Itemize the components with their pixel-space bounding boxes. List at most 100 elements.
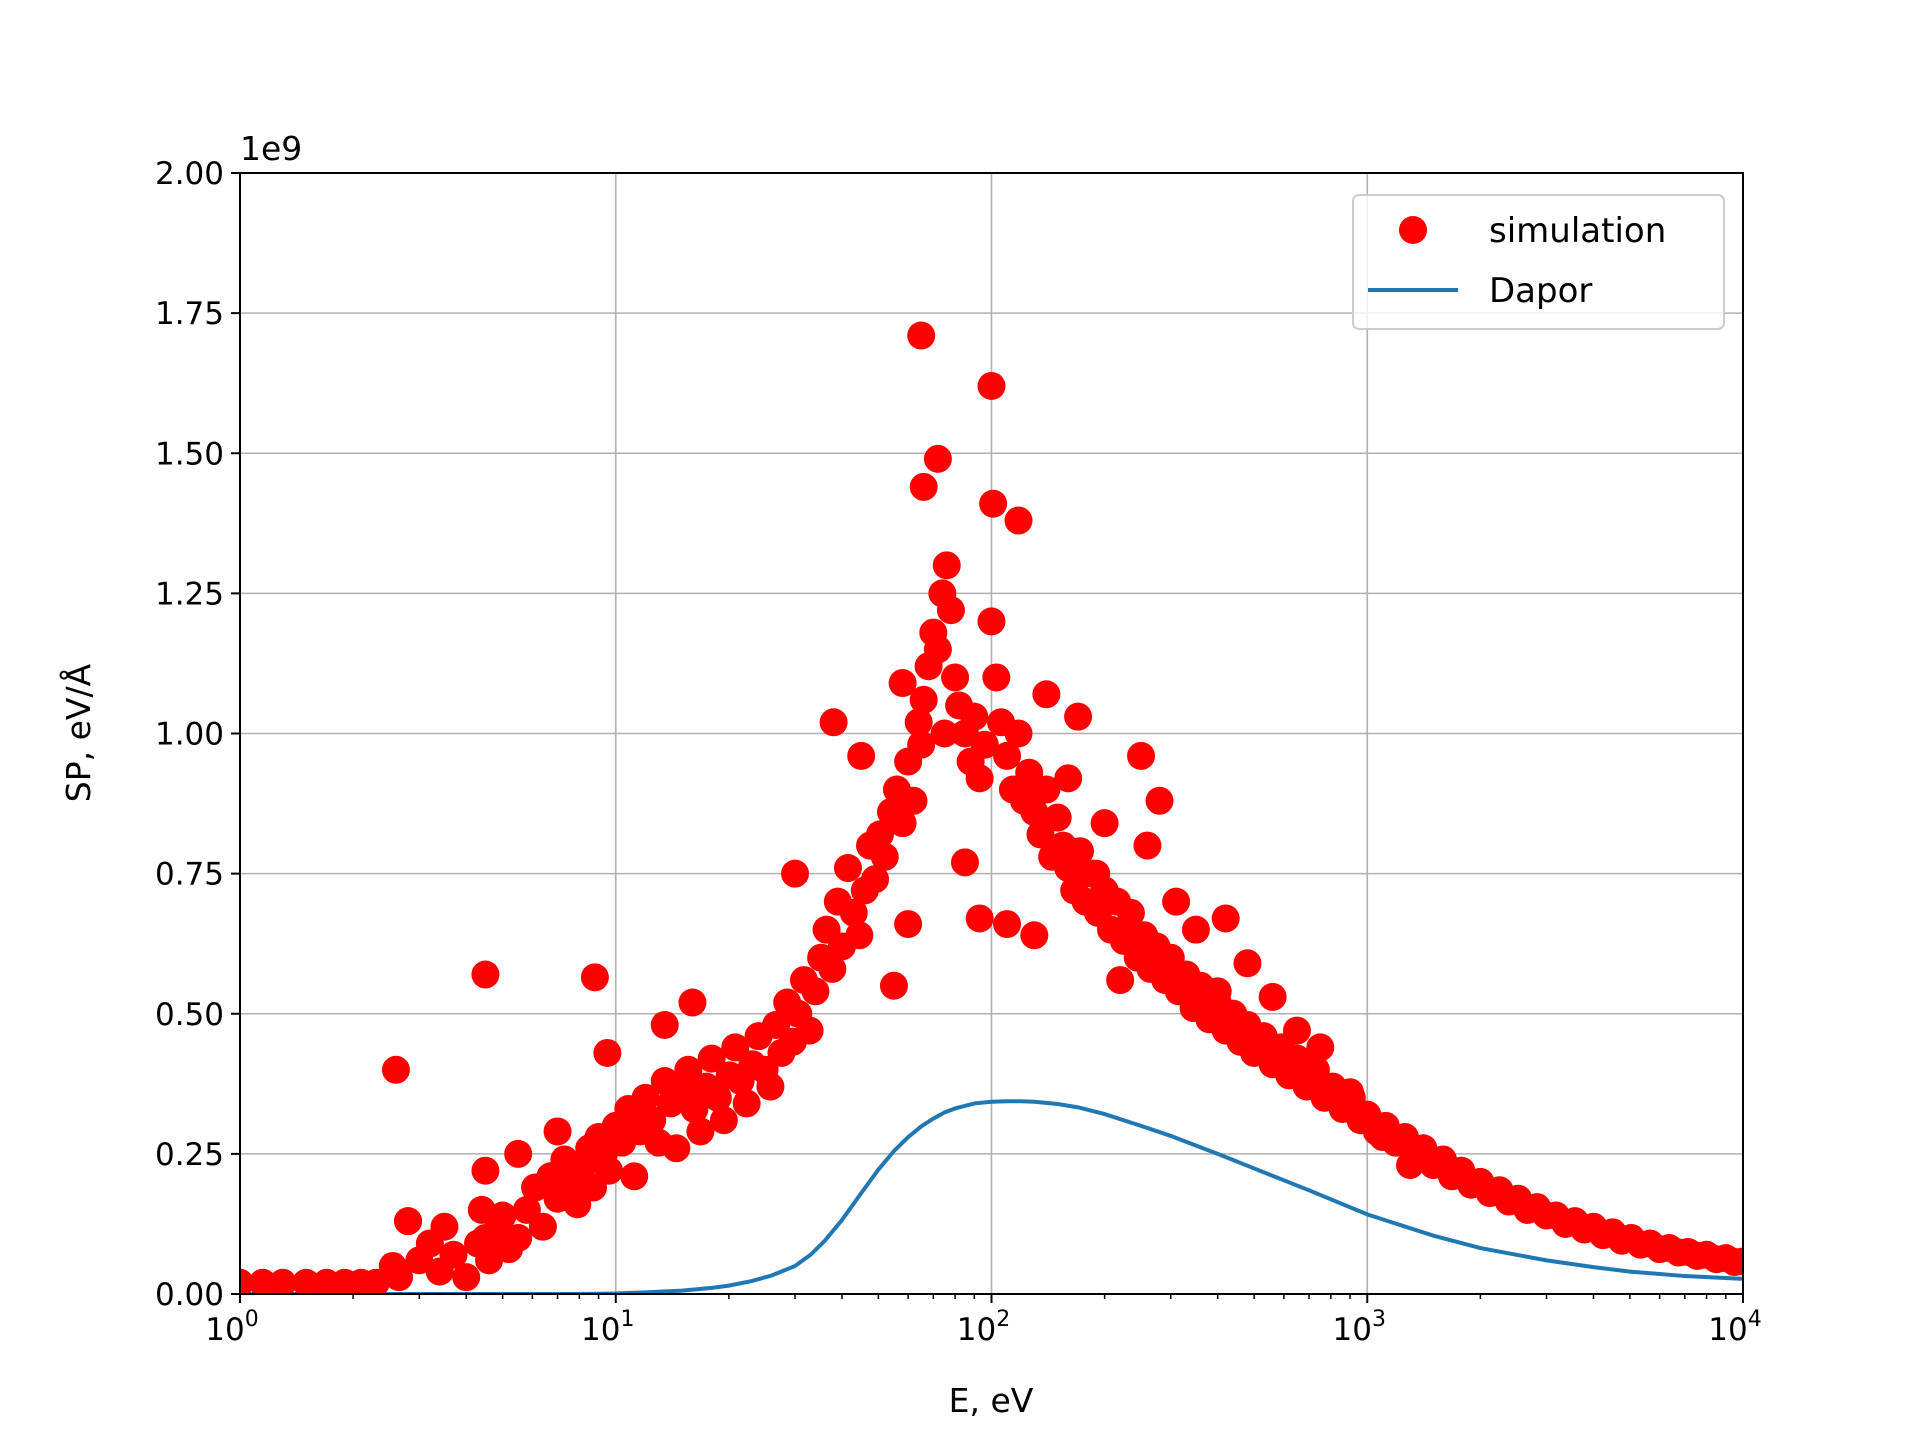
data-point <box>504 1139 533 1168</box>
data-point <box>818 954 847 983</box>
data-point <box>680 1095 709 1124</box>
legend: simulation Dapor <box>1352 194 1725 330</box>
data-point <box>1133 831 1162 860</box>
data-point <box>965 764 994 793</box>
data-point <box>1203 977 1232 1006</box>
data-point <box>904 708 933 737</box>
x-tick-label: 104 <box>1708 1307 1761 1348</box>
data-point <box>543 1117 572 1146</box>
data-point <box>1043 803 1072 832</box>
data-point <box>1106 966 1135 995</box>
data-point <box>528 1212 557 1241</box>
data-point <box>430 1212 459 1241</box>
data-point <box>1007 775 1036 804</box>
data-point <box>888 809 917 838</box>
data-point <box>1004 506 1033 535</box>
legend-marker-simulation <box>1399 216 1427 244</box>
data-point <box>662 1134 691 1163</box>
data-point <box>993 741 1022 770</box>
x-tick-label: 100 <box>205 1307 258 1348</box>
data-point <box>1113 915 1142 944</box>
data-point <box>471 960 500 989</box>
data-point <box>930 719 959 748</box>
data-point <box>1064 702 1093 731</box>
data-point <box>1020 797 1049 826</box>
data-point <box>1368 1123 1397 1152</box>
y-tick-label: 0.75 <box>155 857 224 893</box>
data-point <box>936 596 965 625</box>
data-point <box>452 1263 481 1292</box>
data-point <box>894 910 923 939</box>
data-point <box>1026 820 1055 849</box>
y-tick-label: 1.25 <box>155 576 224 612</box>
y-axis-label: SP, eV/Å <box>58 663 98 802</box>
data-point <box>674 1055 703 1084</box>
data-point <box>888 669 917 698</box>
data-point <box>907 321 936 350</box>
data-point <box>1181 915 1210 944</box>
axis-ticks: 0.00 0.25 0.50 0.75 1.00 1.25 1.50 1.75 2.00 100 1… <box>155 156 1762 1348</box>
data-point <box>292 1268 321 1294</box>
data-point <box>866 820 895 849</box>
data-point <box>1211 904 1240 933</box>
data-point <box>909 685 938 714</box>
data-point <box>781 859 810 888</box>
data-point <box>638 1106 667 1135</box>
data-point <box>909 472 938 501</box>
data-point <box>1162 887 1191 916</box>
data-point <box>1306 1033 1335 1062</box>
y-tick-label: 0.25 <box>155 1137 224 1173</box>
data-point <box>756 1072 785 1101</box>
plot-area <box>240 321 1743 1294</box>
data-point <box>732 1089 761 1118</box>
legend-label-simulation: simulation <box>1489 211 1666 251</box>
data-point <box>1336 1078 1365 1107</box>
data-point <box>580 963 609 992</box>
data-point <box>1054 764 1083 793</box>
y-axis-offset-text: 1e9 <box>240 129 302 168</box>
y-tick-label: 0.50 <box>155 997 224 1033</box>
data-point <box>1066 837 1094 866</box>
data-point <box>993 910 1022 939</box>
data-point <box>801 977 830 1006</box>
series-line-dapor <box>240 1099 1743 1294</box>
data-point <box>1004 719 1033 748</box>
data-point <box>1282 1016 1311 1045</box>
data-point <box>847 741 876 770</box>
data-point <box>819 708 848 737</box>
legend-box <box>1352 194 1725 330</box>
y-tick-label: 2.00 <box>155 156 224 192</box>
data-point <box>795 1016 824 1045</box>
data-point <box>1233 949 1262 978</box>
data-point <box>970 730 999 759</box>
data-point <box>977 371 1006 400</box>
data-point <box>1032 680 1061 709</box>
data-point <box>488 1201 517 1230</box>
data-point <box>1729 1247 1743 1276</box>
data-point <box>394 1207 423 1236</box>
data-point <box>1032 775 1061 804</box>
data-point <box>977 607 1006 636</box>
data-point <box>721 1033 750 1062</box>
data-point <box>845 921 874 950</box>
data-point <box>923 635 952 664</box>
data-point <box>1127 741 1156 770</box>
data-point <box>870 842 899 871</box>
data-point <box>879 971 908 1000</box>
data-point <box>941 663 970 692</box>
data-point <box>1082 859 1111 888</box>
y-tick-label: 1.75 <box>155 296 224 332</box>
data-point <box>620 1162 649 1191</box>
series-simulation-points <box>240 321 1743 1294</box>
legend-label-dapor: Dapor <box>1489 271 1592 311</box>
data-point <box>709 1106 738 1135</box>
data-point <box>833 854 862 883</box>
data-point <box>504 1223 533 1252</box>
x-tick-label: 103 <box>1333 1307 1386 1348</box>
data-point <box>678 988 707 1017</box>
data-point <box>923 444 952 473</box>
y-tick-label: 1.00 <box>155 717 224 753</box>
data-point <box>595 1156 624 1185</box>
data-point <box>1020 921 1049 950</box>
data-point <box>381 1055 410 1084</box>
